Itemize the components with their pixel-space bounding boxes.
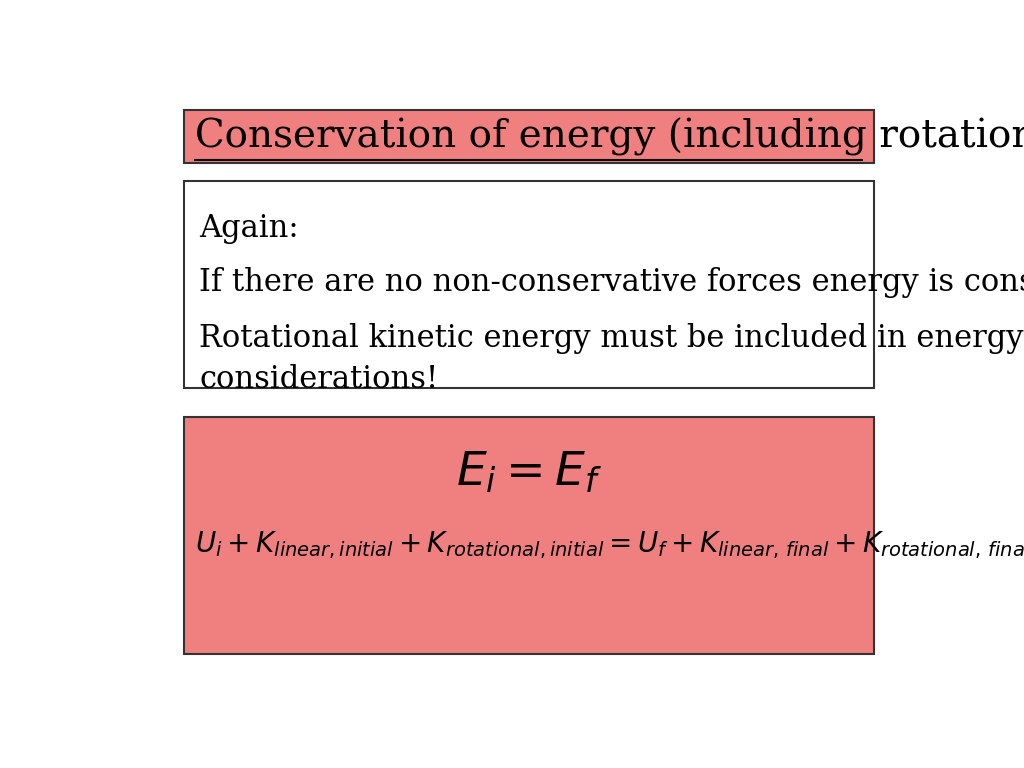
Text: Conservation of energy (including rotational energy):: Conservation of energy (including rotati… [196, 118, 1024, 156]
Text: $U_i + K_{linear,initial} + K_{rotational,initial} = U_f + K_{linear,\,final} + : $U_i + K_{linear,initial} + K_{rotationa… [196, 530, 1024, 561]
Text: Again:: Again: [200, 214, 299, 244]
Text: $E_i = E_f$: $E_i = E_f$ [456, 450, 602, 495]
Text: considerations!: considerations! [200, 364, 438, 396]
Text: Rotational kinetic energy must be included in energy: Rotational kinetic energy must be includ… [200, 323, 1024, 354]
Text: If there are no non-conservative forces energy is conserved.: If there are no non-conservative forces … [200, 266, 1024, 298]
FancyBboxPatch shape [183, 418, 873, 654]
FancyBboxPatch shape [183, 110, 873, 163]
FancyBboxPatch shape [183, 181, 873, 388]
